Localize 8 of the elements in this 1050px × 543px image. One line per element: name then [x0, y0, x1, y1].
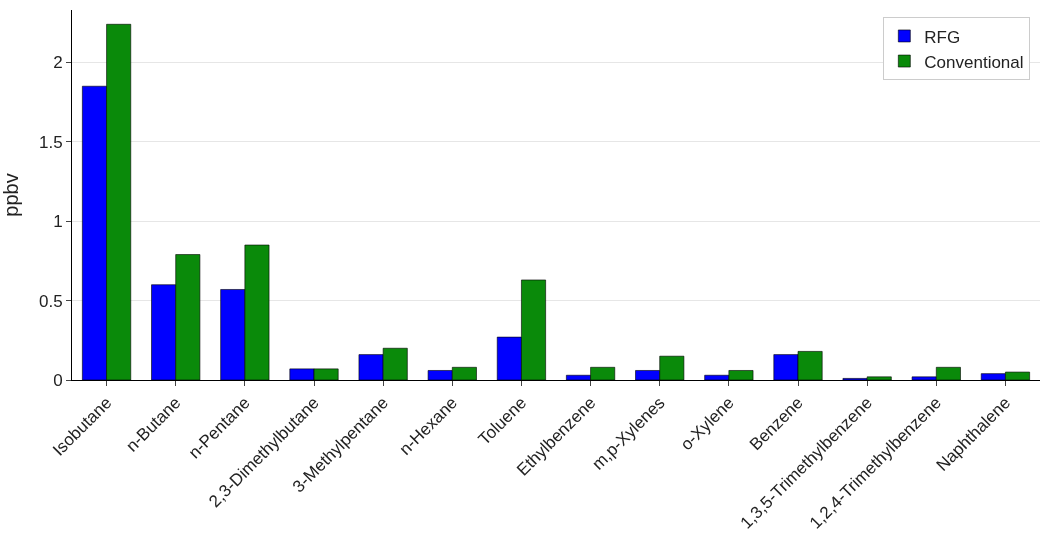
- legend-label: RFG: [924, 27, 961, 47]
- y-tick-label: 1.5: [38, 132, 63, 152]
- legend-label: Conventional: [924, 52, 1024, 72]
- y-axis-title: ppbv: [0, 173, 22, 217]
- y-tick-label: 1: [53, 212, 63, 232]
- y-tick-label: 2: [53, 53, 63, 73]
- y-tick-label: 0.5: [38, 291, 63, 311]
- y-tick-label: 0: [53, 370, 63, 390]
